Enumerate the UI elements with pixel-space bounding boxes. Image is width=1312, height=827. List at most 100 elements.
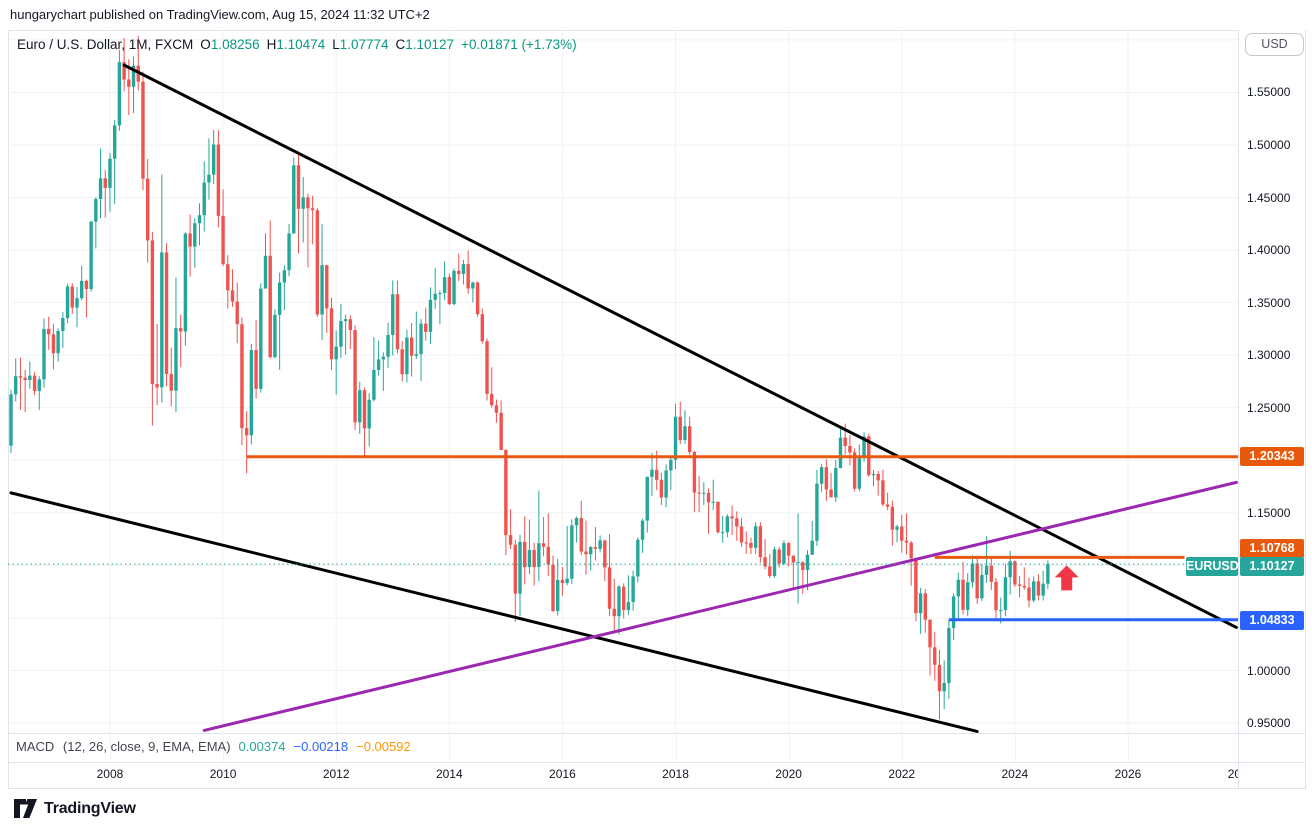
candle-body — [876, 473, 880, 481]
candle-body — [447, 277, 452, 305]
ohlc-item: O1.08256 — [200, 37, 259, 52]
tradingview-logo-icon — [14, 799, 37, 818]
candle-body — [249, 350, 254, 436]
ohlc-label: H — [266, 37, 277, 52]
candle-body — [664, 470, 668, 498]
macd-grid-line — [675, 733, 677, 762]
candle-body — [626, 601, 631, 610]
macd-grid-line — [901, 733, 903, 762]
candle-body — [263, 255, 268, 289]
currency-toggle-button[interactable]: USD — [1245, 33, 1304, 56]
candle-body — [584, 551, 588, 555]
candle-body — [829, 489, 833, 498]
candle-body — [18, 376, 23, 378]
candle-body — [796, 562, 800, 564]
price-axis-label: 1.50000 — [1247, 138, 1291, 152]
candle-body — [541, 543, 546, 547]
candle-body — [523, 541, 527, 568]
candle-body — [160, 252, 164, 388]
candle-body — [786, 543, 791, 556]
candle-body — [994, 581, 998, 611]
candle-body — [631, 576, 635, 602]
candle-body — [546, 546, 550, 565]
candle-body — [485, 341, 489, 394]
time-axis-label: 2010 — [209, 767, 237, 781]
candle-body — [207, 174, 211, 183]
candle-body — [499, 412, 503, 451]
macd-grid-line — [336, 733, 338, 762]
price-axis[interactable]: 1.55000 1.50000 1.45000 1.40000 1.35000 1.300… — [1239, 30, 1305, 788]
candle-body — [235, 301, 239, 325]
chart-border-left — [8, 30, 9, 788]
candle-body — [329, 308, 334, 360]
trendline-descending-upper-black[interactable] — [122, 63, 1238, 629]
candle-body — [98, 178, 103, 200]
ohlc-value: 1.08256 — [210, 37, 260, 52]
candle-body — [112, 125, 117, 159]
candle-body — [480, 314, 484, 342]
macd-legend: MACD (12, 26, close, 9, EMA, EMA) 0.00374… — [16, 739, 411, 754]
candle-body — [914, 558, 918, 614]
time-axis[interactable]: 2008 2010 2012 2014 2016 2018 2020 2022 2024 2026… — [8, 762, 1238, 788]
candle-body — [461, 264, 466, 275]
candle-body — [414, 354, 419, 356]
arrow-up-marker[interactable] — [1054, 565, 1079, 591]
candle-body — [579, 517, 583, 552]
candle-body — [904, 540, 909, 543]
ohlc-item: C1.10127 — [396, 37, 455, 52]
trendline-descending-lower-black[interactable] — [9, 491, 979, 733]
candle-body — [933, 647, 937, 665]
candle-body — [89, 221, 93, 289]
candle-body — [9, 394, 13, 446]
symbol-legend: Euro / U.S. Dollar, 1M, FXCM O1.08256 H1.1… — [17, 37, 577, 55]
tradingview-logo[interactable]: TradingView — [14, 799, 136, 818]
candle-body — [537, 543, 541, 567]
time-axis-label: 2024 — [1001, 767, 1029, 781]
symbol-title[interactable]: Euro / U.S. Dollar, 1M, FXCM — [17, 37, 194, 52]
trendline-ascending-purple[interactable] — [202, 480, 1238, 732]
macd-grid-line — [109, 733, 111, 762]
candle-body — [131, 65, 136, 87]
candle-body — [782, 543, 786, 564]
candle-body — [640, 520, 645, 540]
candle-body — [838, 437, 843, 469]
candle-body — [395, 294, 400, 350]
candle-body — [188, 233, 192, 247]
price-pane-canvas[interactable] — [8, 30, 1238, 733]
macd-value: 0.00374 — [238, 739, 286, 754]
candle-body — [254, 350, 258, 389]
candle-body — [730, 516, 734, 519]
candle-body — [885, 504, 890, 507]
time-axis-label: 2016 — [549, 767, 576, 781]
time-axis-label: 2028 — [1227, 767, 1238, 781]
candle-body — [419, 323, 423, 355]
candle-body — [428, 299, 433, 332]
candle-body — [612, 608, 616, 617]
candle-body — [381, 356, 386, 360]
candle-body — [603, 540, 607, 568]
candle-body — [980, 574, 984, 599]
candle-body — [339, 321, 343, 347]
candle-body — [593, 547, 598, 549]
candle-body — [216, 144, 221, 216]
candle-body — [202, 182, 206, 216]
candle-body — [150, 240, 155, 384]
candle-body — [706, 492, 711, 503]
candle-body — [1046, 564, 1050, 584]
macd-title[interactable]: MACD — [16, 739, 55, 754]
candle-body — [405, 337, 409, 375]
pane-separator[interactable] — [8, 733, 1306, 734]
candle-body — [834, 468, 838, 498]
candle-body — [23, 377, 27, 381]
ohlc-item: L1.07774 — [332, 37, 388, 52]
candle-body — [819, 467, 824, 484]
candle-body — [372, 369, 376, 400]
candle-body — [438, 293, 442, 295]
candle-body — [810, 540, 814, 555]
candle-body — [999, 610, 1003, 612]
candle-body — [900, 526, 904, 541]
candle-body — [287, 233, 291, 271]
candle-body — [155, 383, 159, 388]
candle-body — [400, 349, 404, 375]
